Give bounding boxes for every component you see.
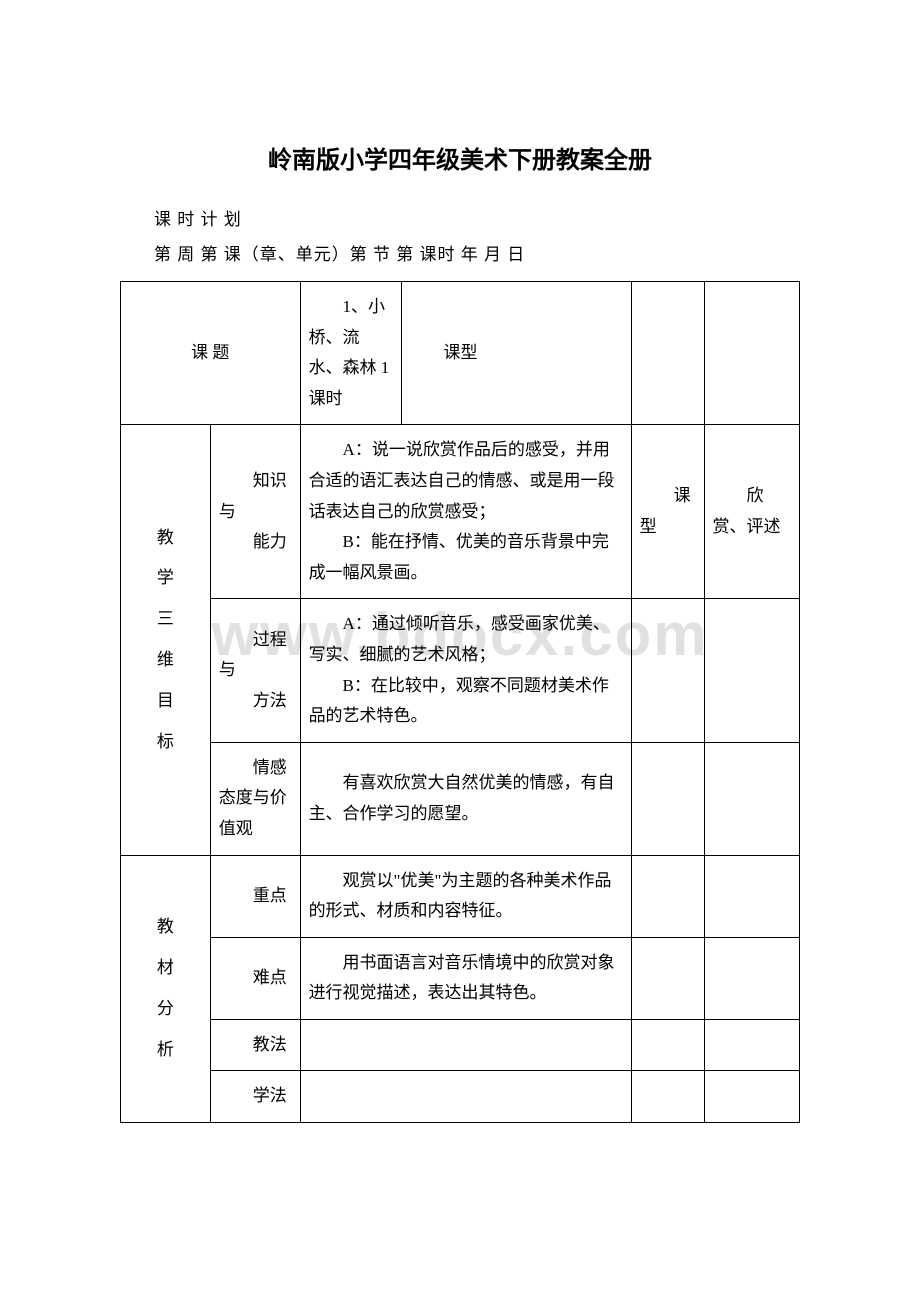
cell-difficulty-label: 难点	[210, 937, 300, 1019]
subtitle-1: 课 时 计 划	[120, 205, 800, 230]
cell-emotion-content: 有喜欢欣赏大自然优美的情感，有自主、合作学习的愿望。	[300, 742, 631, 855]
table-row: 情感态度与价值观 有喜欢欣赏大自然优美的情感，有自主、合作学习的愿望。	[121, 742, 800, 855]
cell-type-label-1: 课型	[401, 282, 631, 425]
cell-empty	[704, 282, 799, 425]
table-row: 过程与 方法 A：通过倾听音乐，感受画家优美、写实、细腻的艺术风格； B：在比较…	[121, 599, 800, 742]
cell-type-label-2: 课型	[631, 425, 704, 599]
cell-topic-content: 1、小桥、流水、森林 1课时	[300, 282, 401, 425]
cell-empty	[631, 1019, 704, 1071]
cell-topic-label: 课 题	[121, 282, 301, 425]
cell-objectives-label: 教 学 三 维 目 标	[121, 425, 211, 855]
cell-empty	[631, 855, 704, 937]
table-row: 难点 用书面语言对音乐情境中的欣赏对象进行视觉描述，表达出其特色。	[121, 937, 800, 1019]
cell-empty	[704, 1071, 799, 1123]
cell-empty	[631, 599, 704, 742]
subtitle-2: 第 周 第 课（章、单元）第 节 第 课时 年 月 日	[120, 240, 800, 265]
table-row: 课 题 1、小桥、流水、森林 1课时 课型	[121, 282, 800, 425]
cell-empty	[704, 855, 799, 937]
cell-empty	[631, 937, 704, 1019]
cell-emotion-label: 情感态度与价值观	[210, 742, 300, 855]
cell-learnmethod-content	[300, 1071, 631, 1123]
cell-key-label: 重点	[210, 855, 300, 937]
table-row: 学法	[121, 1071, 800, 1123]
cell-empty	[631, 742, 704, 855]
cell-analysis-label: 教 材 分 析	[121, 855, 211, 1123]
cell-teachmethod-label: 教法	[210, 1019, 300, 1071]
cell-knowledge-label: 知识与 能力	[210, 425, 300, 599]
cell-knowledge-content: A：说一说欣赏作品后的感受，并用合适的语汇表达自己的情感、或是用一段话表达自己的…	[300, 425, 631, 599]
cell-empty	[704, 742, 799, 855]
cell-empty	[631, 282, 704, 425]
cell-teachmethod-content	[300, 1019, 631, 1071]
cell-key-content: 观赏以"优美"为主题的各种美术作品的形式、材质和内容特征。	[300, 855, 631, 937]
cell-process-label: 过程与 方法	[210, 599, 300, 742]
table-row: 教 材 分 析 重点 观赏以"优美"为主题的各种美术作品的形式、材质和内容特征。	[121, 855, 800, 937]
cell-learnmethod-label: 学法	[210, 1071, 300, 1123]
cell-empty	[631, 1071, 704, 1123]
cell-difficulty-content: 用书面语言对音乐情境中的欣赏对象进行视觉描述，表达出其特色。	[300, 937, 631, 1019]
cell-process-content: A：通过倾听音乐，感受画家优美、写实、细腻的艺术风格； B：在比较中，观察不同题…	[300, 599, 631, 742]
table-row: 教法	[121, 1019, 800, 1071]
lesson-plan-table: 课 题 1、小桥、流水、森林 1课时 课型 教 学 三 维 目 标 知识与 能力…	[120, 281, 800, 1123]
page-title: 岭南版小学四年级美术下册教案全册	[120, 140, 800, 175]
cell-type-value: 欣赏、评述	[704, 425, 799, 599]
cell-empty	[704, 599, 799, 742]
table-row: 教 学 三 维 目 标 知识与 能力 A：说一说欣赏作品后的感受，并用合适的语汇…	[121, 425, 800, 599]
cell-empty	[704, 1019, 799, 1071]
cell-empty	[704, 937, 799, 1019]
